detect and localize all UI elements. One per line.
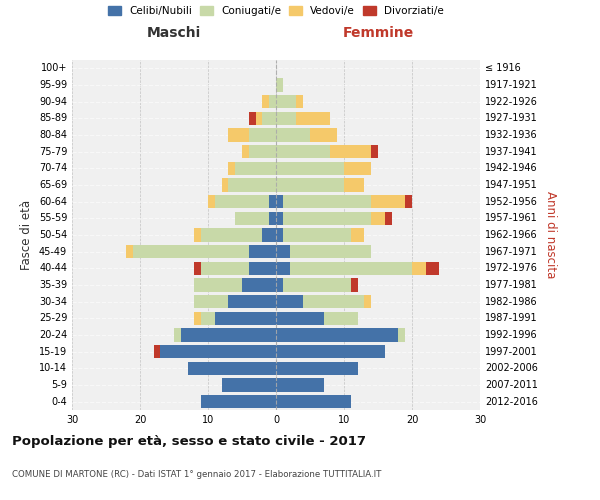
Bar (276, 345, 385, 358)
Bar (276, 195, 283, 208)
Bar (398, 328, 405, 342)
Bar (283, 195, 371, 208)
Bar (276, 78, 283, 92)
Bar (194, 262, 201, 275)
Bar (371, 195, 405, 208)
Bar (276, 395, 351, 408)
Bar (276, 212, 283, 225)
Bar (154, 345, 160, 358)
Bar (364, 295, 371, 308)
Bar (242, 145, 249, 158)
Bar (221, 178, 229, 192)
Bar (229, 295, 276, 308)
Bar (276, 312, 323, 325)
Bar (127, 245, 133, 258)
Bar (303, 295, 364, 308)
Bar (276, 278, 283, 291)
Text: Femmine: Femmine (343, 26, 413, 40)
Bar (215, 195, 269, 208)
Bar (174, 328, 181, 342)
Bar (256, 112, 262, 125)
Y-axis label: Fasce di età: Fasce di età (20, 200, 33, 270)
Bar (181, 328, 276, 342)
Bar (276, 162, 344, 175)
Bar (290, 245, 371, 258)
Bar (276, 112, 296, 125)
Bar (405, 195, 412, 208)
Bar (269, 95, 276, 108)
Text: COMUNE DI MARTONE (RC) - Dati ISTAT 1° gennaio 2017 - Elaborazione TUTTITALIA.IT: COMUNE DI MARTONE (RC) - Dati ISTAT 1° g… (12, 470, 382, 479)
Bar (221, 378, 276, 392)
Text: Popolazione per età, sesso e stato civile - 2017: Popolazione per età, sesso e stato civil… (12, 435, 366, 448)
Bar (296, 112, 331, 125)
Bar (283, 228, 351, 241)
Bar (229, 178, 276, 192)
Bar (188, 362, 276, 375)
Bar (201, 228, 262, 241)
Bar (269, 212, 276, 225)
Bar (331, 145, 371, 158)
Bar (235, 212, 269, 225)
Bar (249, 262, 276, 275)
Bar (371, 145, 378, 158)
Bar (215, 312, 276, 325)
Bar (133, 245, 249, 258)
Bar (201, 312, 215, 325)
Bar (276, 262, 290, 275)
Bar (371, 212, 385, 225)
Bar (351, 278, 358, 291)
Bar (283, 278, 351, 291)
Bar (276, 362, 358, 375)
Bar (269, 195, 276, 208)
Legend: Celibi/Nubili, Coniugati/e, Vedovi/e, Divorziati/e: Celibi/Nubili, Coniugati/e, Vedovi/e, Di… (104, 2, 448, 21)
Bar (344, 178, 364, 192)
Bar (242, 278, 276, 291)
Bar (344, 162, 371, 175)
Bar (194, 295, 229, 308)
Bar (262, 228, 276, 241)
Bar (296, 95, 303, 108)
Bar (160, 345, 276, 358)
Bar (249, 112, 256, 125)
Bar (201, 262, 249, 275)
Bar (208, 195, 215, 208)
Bar (229, 162, 235, 175)
Bar (201, 395, 276, 408)
Bar (276, 128, 310, 141)
Bar (276, 145, 331, 158)
Bar (235, 162, 276, 175)
Bar (194, 312, 201, 325)
Bar (351, 228, 364, 241)
Bar (276, 245, 290, 258)
Text: Maschi: Maschi (147, 26, 201, 40)
Bar (262, 112, 276, 125)
Bar (276, 328, 398, 342)
Bar (412, 262, 425, 275)
Bar (262, 95, 269, 108)
Bar (385, 212, 392, 225)
Bar (276, 295, 303, 308)
Bar (249, 145, 276, 158)
Bar (194, 278, 242, 291)
Bar (249, 245, 276, 258)
Bar (276, 228, 283, 241)
Bar (323, 312, 358, 325)
Bar (276, 95, 296, 108)
Bar (229, 128, 249, 141)
Bar (425, 262, 439, 275)
Bar (310, 128, 337, 141)
Bar (249, 128, 276, 141)
Bar (283, 212, 371, 225)
Bar (276, 178, 344, 192)
Bar (276, 378, 323, 392)
Bar (290, 262, 412, 275)
Y-axis label: Anni di nascita: Anni di nascita (544, 192, 557, 278)
Bar (194, 228, 201, 241)
